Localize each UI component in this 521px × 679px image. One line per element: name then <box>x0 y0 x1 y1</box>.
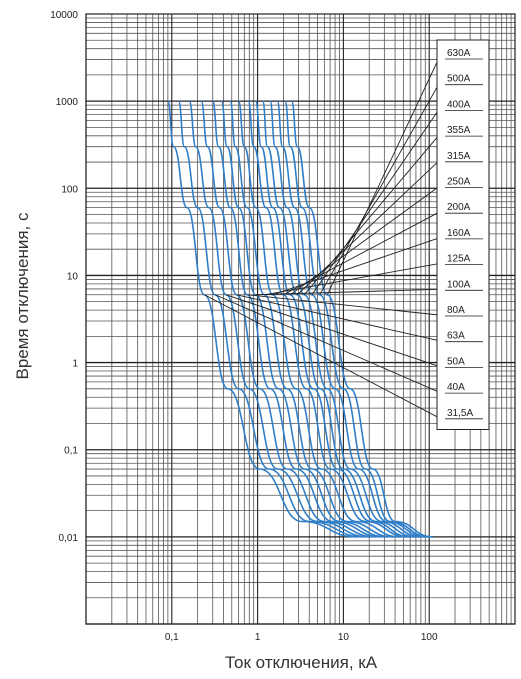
legend-leader-line <box>289 186 440 296</box>
legend-label: 40A <box>447 382 465 393</box>
x-tick-label: 1 <box>255 632 261 643</box>
legend-label: 63A <box>447 331 465 342</box>
legend-label: 200A <box>447 202 471 213</box>
plot-frame <box>85 13 516 625</box>
series-curve-200A <box>247 100 407 538</box>
y-tick-label: 10 <box>67 271 79 282</box>
x-tick-labels: 0,1 1 10 100 <box>165 632 438 643</box>
y-axis-title: Время отключения, с <box>13 212 32 380</box>
y-tick-labels: 10000 1000 100 10 1 0,1 0,01 <box>50 10 78 544</box>
legend-label: 630A <box>447 48 471 59</box>
legend-label: 100A <box>447 279 471 290</box>
legend-leader-line <box>272 237 440 296</box>
series-curve-355A <box>269 100 421 538</box>
x-tick-label: 100 <box>421 632 438 643</box>
series-curve-315A <box>262 100 416 538</box>
x-axis-title: Ток отключения, кА <box>225 653 378 672</box>
legend-label: 315A <box>447 151 471 162</box>
legend-leader-line <box>204 294 440 419</box>
series-curve-100A <box>220 100 387 538</box>
series-curve-50A <box>188 100 370 538</box>
series-curve-80A <box>211 100 382 538</box>
y-tick-label: 1000 <box>56 97 79 108</box>
series-curve-125A <box>229 100 394 538</box>
y-tick-label: 1 <box>72 359 78 370</box>
series-curves <box>167 100 433 538</box>
legend: 630A 500A 400A 355A 315A 250A 200A 160A 125A 100A… <box>436 39 490 430</box>
legend-leader-line <box>283 211 440 296</box>
legend-label: 125A <box>447 254 471 265</box>
legend-leader-line <box>236 294 440 342</box>
series-curve-250A <box>254 100 411 538</box>
legend-leader-lines <box>204 57 440 419</box>
legend-leader-line <box>319 83 440 295</box>
legend-label: 50A <box>447 356 465 367</box>
x-tick-label: 10 <box>338 632 350 643</box>
legend-leader-line <box>255 288 440 296</box>
series-curve-630A <box>290 100 433 538</box>
legend-label: 355A <box>447 125 471 136</box>
y-tick-label: 100 <box>61 184 78 195</box>
x-tick-label: 0,1 <box>165 632 179 643</box>
legend-label: 31,5A <box>447 408 473 419</box>
legend-label: 400A <box>447 99 471 110</box>
legend-leader-line <box>326 57 440 295</box>
legend-leader-line <box>264 263 440 296</box>
y-tick-label: 10000 <box>50 10 78 21</box>
series-curve-63A <box>200 100 377 538</box>
legend-label: 160A <box>447 228 471 239</box>
legend-leader-line <box>226 294 440 367</box>
series-curve-31-5A <box>167 100 356 538</box>
series-curve-160A <box>237 100 400 538</box>
series-curve-500A <box>284 100 430 538</box>
series-curve-40A <box>177 100 364 538</box>
y-tick-label: 0,1 <box>64 446 78 457</box>
legend-leader-line <box>214 294 440 393</box>
legend-label: 250A <box>447 177 471 188</box>
y-tick-label: 0,01 <box>59 533 79 544</box>
legend-box <box>436 39 490 430</box>
legend-label: 500A <box>447 74 471 85</box>
legend-leader-line <box>247 294 440 316</box>
legend-label: 80A <box>447 305 465 316</box>
